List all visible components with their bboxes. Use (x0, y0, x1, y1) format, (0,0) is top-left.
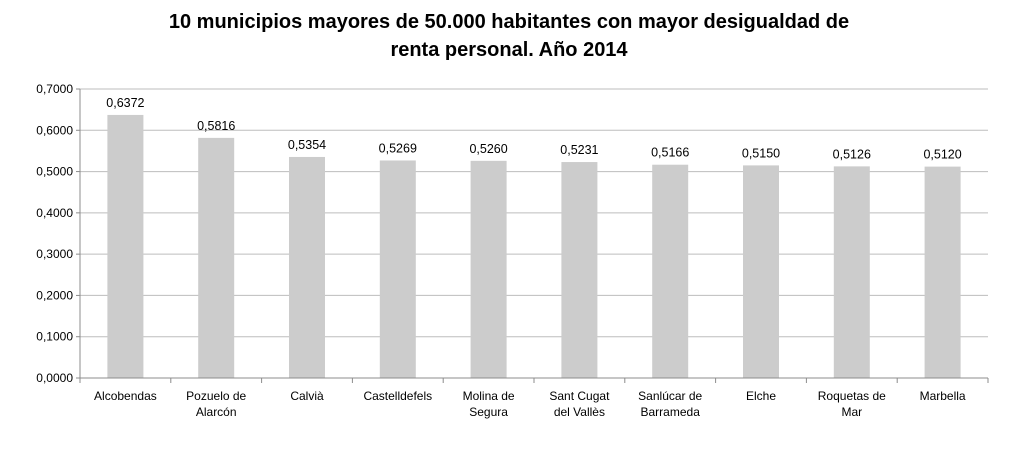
data-label: 0,5260 (469, 142, 507, 156)
bar (289, 156, 325, 378)
chart-title-line-2: renta personal. Año 2014 (390, 39, 628, 61)
y-tick-label: 0,4000 (36, 206, 73, 220)
bar (743, 165, 779, 378)
bar (470, 160, 507, 378)
y-tick-label: 0,6000 (36, 123, 73, 137)
category-label: Castelldefels (363, 389, 432, 403)
category-label: Pozuelo de (186, 389, 246, 403)
category-label: Roquetas de (818, 389, 886, 403)
data-label: 0,5816 (197, 119, 235, 133)
data-label: 0,5126 (833, 147, 871, 161)
category-label: Segura (469, 405, 508, 419)
bar (652, 164, 689, 378)
axes (76, 88, 989, 383)
category-label: Calvià (290, 389, 324, 403)
category-label: Mar (841, 405, 862, 419)
category-label: Marbella (920, 389, 966, 403)
data-label: 0,5166 (651, 146, 689, 160)
y-tick-label: 0,3000 (36, 247, 73, 261)
chart-title: 10 municipios mayores de 50.000 habitant… (169, 11, 849, 61)
y-tick-label: 0,2000 (36, 288, 73, 302)
category-label: Alcobendas (94, 389, 157, 403)
bar (924, 166, 961, 378)
category-label: Sanlúcar de (638, 389, 702, 403)
bar (198, 137, 235, 378)
bars (107, 114, 961, 378)
data-label: 0,5150 (742, 146, 780, 160)
data-label: 0,5269 (379, 141, 417, 155)
bar (379, 160, 416, 378)
category-label: Elche (746, 389, 776, 403)
bar (833, 166, 870, 378)
category-label: Barrameda (641, 405, 701, 419)
data-labels: 0,6372 0,5816 0,5354 0,5269 0,5260 0,5231 0,51… (106, 96, 961, 162)
bar (561, 162, 598, 378)
data-label: 0,5120 (923, 148, 961, 162)
category-label: del Vallès (554, 405, 605, 419)
category-label: Sant Cugat (549, 389, 610, 403)
data-label: 0,5231 (560, 143, 598, 157)
y-tick-label: 0,0000 (36, 371, 73, 385)
category-label: Molina de (463, 389, 515, 403)
y-tick-label: 0,1000 (36, 330, 73, 344)
y-tick-label: 0,7000 (36, 82, 73, 96)
y-tick-label: 0,5000 (36, 165, 73, 179)
x-axis-category-labels: Alcobendas Pozuelo de Alarcón Calvià Castell… (94, 389, 966, 419)
data-label: 0,5354 (288, 138, 326, 152)
category-label: Alarcón (196, 405, 237, 419)
data-label: 0,6372 (106, 96, 144, 110)
chart-title-line-1: 10 municipios mayores de 50.000 habitant… (169, 11, 849, 33)
y-axis-tick-labels: 0,0000 0,1000 0,2000 0,3000 0,4000 0,5000 0,60… (36, 82, 73, 385)
bar (107, 114, 144, 378)
